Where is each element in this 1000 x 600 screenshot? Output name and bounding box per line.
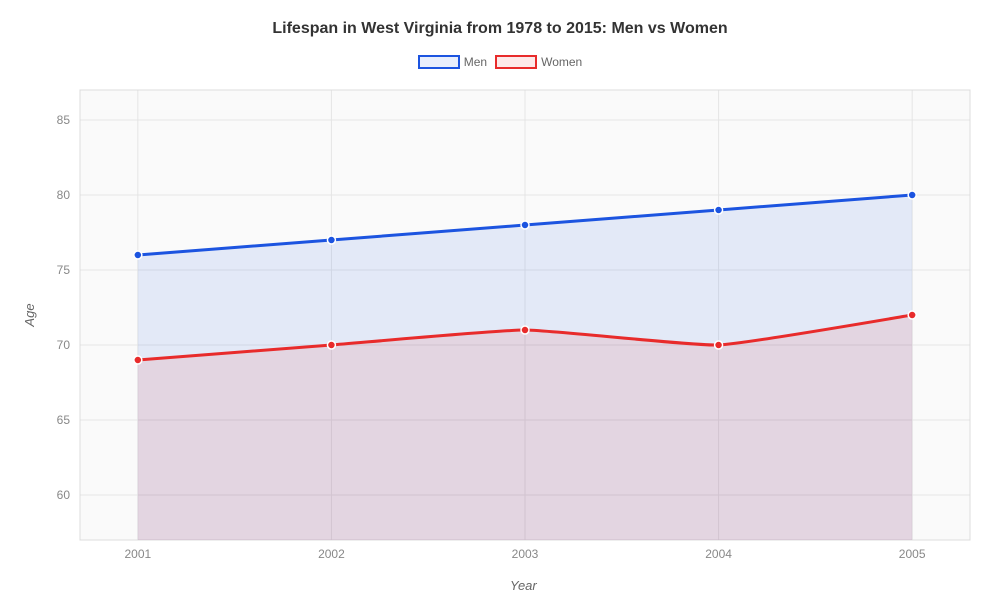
data-point[interactable] bbox=[908, 311, 916, 319]
plot-svg: 60 65 70 75 80 85 2001 2002 2003 2004 2005 bbox=[0, 0, 1000, 600]
data-point[interactable] bbox=[521, 221, 529, 229]
x-tick-label: 2002 bbox=[318, 547, 345, 561]
y-tick-label: 80 bbox=[57, 188, 71, 202]
y-tick-label: 65 bbox=[57, 413, 71, 427]
data-point[interactable] bbox=[521, 326, 529, 334]
x-tick-label: 2004 bbox=[705, 547, 732, 561]
data-point[interactable] bbox=[908, 191, 916, 199]
data-point[interactable] bbox=[715, 341, 723, 349]
data-point[interactable] bbox=[327, 341, 335, 349]
y-tick-label: 60 bbox=[57, 488, 71, 502]
y-tick-label: 75 bbox=[57, 263, 71, 277]
chart-container: Lifespan in West Virginia from 1978 to 2… bbox=[0, 0, 1000, 600]
x-tick-label: 2003 bbox=[512, 547, 539, 561]
y-tick-label: 70 bbox=[57, 338, 71, 352]
x-tick-label: 2005 bbox=[899, 547, 926, 561]
data-point[interactable] bbox=[134, 356, 142, 364]
data-point[interactable] bbox=[715, 206, 723, 214]
y-tick-label: 85 bbox=[57, 113, 71, 127]
data-point[interactable] bbox=[134, 251, 142, 259]
x-tick-label: 2001 bbox=[124, 547, 151, 561]
data-point[interactable] bbox=[327, 236, 335, 244]
